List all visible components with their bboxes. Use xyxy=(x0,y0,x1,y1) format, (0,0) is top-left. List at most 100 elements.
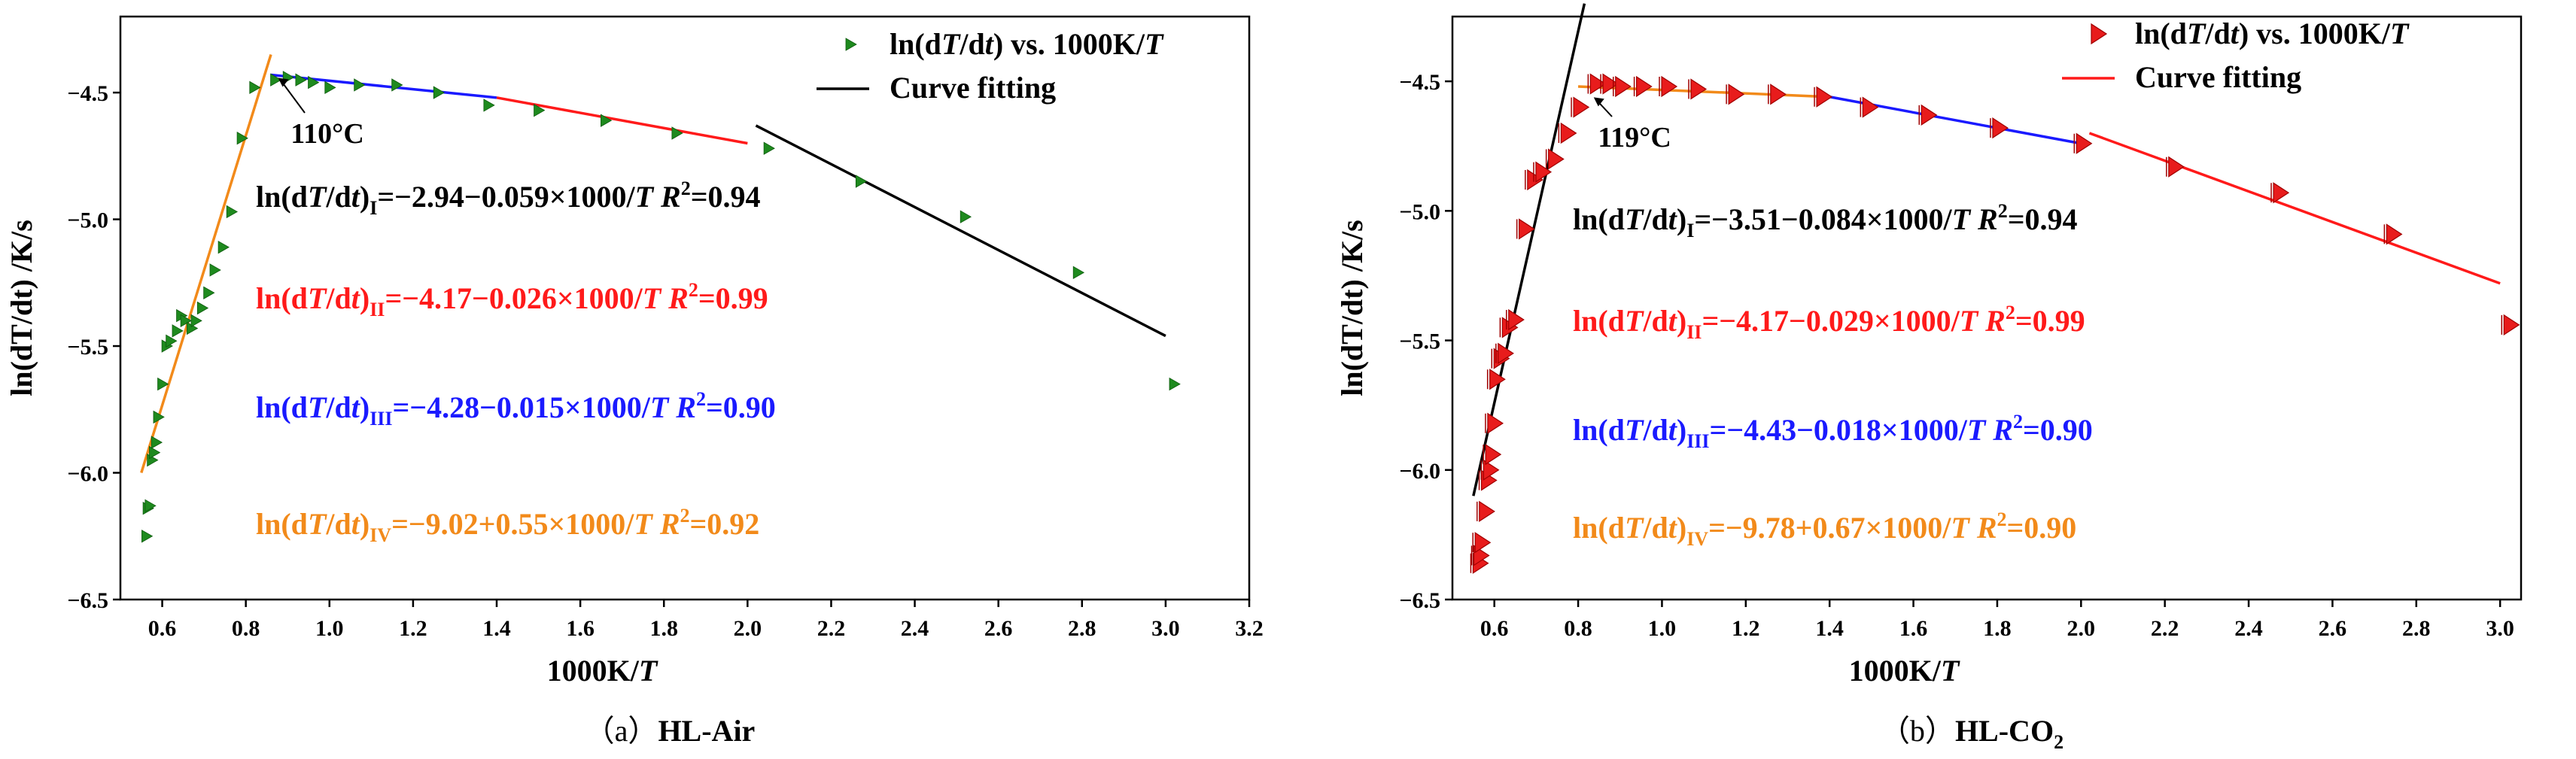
data-point xyxy=(203,286,215,299)
y-tick-label: −5.5 xyxy=(1399,329,1440,354)
x-axis-title-main: 1000K/ xyxy=(1849,654,1942,688)
eq-italic: T xyxy=(1960,304,1979,338)
caption-main: HL-Air xyxy=(658,714,755,748)
eq-italic: t xyxy=(351,180,361,214)
eq-mid: /d xyxy=(1642,511,1668,545)
eq-body: =−2.94−0.059×1000/ xyxy=(377,180,635,214)
data-point xyxy=(153,410,165,424)
equation-2: ln(dT/dt)II=−4.17−0.029×1000/T R2=0.99 xyxy=(1573,302,2085,343)
eq-italic: T xyxy=(634,507,653,541)
annotation-arrowhead xyxy=(278,77,289,87)
data-point xyxy=(601,114,613,127)
data-point xyxy=(1615,75,1632,98)
data-point xyxy=(1474,532,1492,554)
caption-main: HL-CO xyxy=(1955,714,2054,748)
data-point xyxy=(190,314,202,328)
eq-italic: T xyxy=(308,390,327,424)
eq-space xyxy=(1969,511,1977,545)
legend-italic: T xyxy=(2390,17,2410,50)
x-axis-title: 1000K/T xyxy=(547,654,658,688)
fit-line-1 xyxy=(1472,3,1586,496)
data-point xyxy=(391,78,403,92)
chart-panel-b: 0.6 0.8 1.0 1.2 1.4 1.6 1.8 2.0 2.2 2.4 2.6 2.8 3.0 −… xyxy=(1335,3,2523,753)
eq-subscript: IV xyxy=(370,524,391,546)
x-tick-label: 1.0 xyxy=(315,616,344,641)
x-tick-label: 1.0 xyxy=(1648,616,1677,641)
eq-italic: t xyxy=(351,507,361,541)
fit-line-4 xyxy=(2088,132,2501,285)
data-point xyxy=(270,73,282,87)
x-tick-label: 1.8 xyxy=(1983,616,2012,641)
eq-superscript: 2 xyxy=(689,279,698,301)
eq-close: ) xyxy=(360,281,370,315)
data-point xyxy=(1690,78,1708,100)
equation-1: ln(dT/dt)I=−3.51−0.084×1000/T R2=0.94 xyxy=(1573,200,2078,241)
eq-r: R xyxy=(1976,511,1997,545)
eq-italic: T xyxy=(308,180,327,214)
x-tick-label: 2.0 xyxy=(2067,616,2096,641)
legend-italic: T xyxy=(2187,17,2206,50)
y-tick-label: −4.5 xyxy=(67,81,108,106)
data-point xyxy=(324,80,336,95)
plot-frame xyxy=(1451,15,2523,601)
eq-prefix: ln(d xyxy=(1573,304,1625,338)
legend-italic: t xyxy=(2231,17,2240,50)
y-tick-label: −4.5 xyxy=(1399,70,1440,95)
annotation-label: 119°C xyxy=(1598,122,1671,153)
eq-subscript: I xyxy=(370,197,377,219)
eq-italic: T xyxy=(1625,413,1644,447)
eq-superscript: 2 xyxy=(696,388,706,410)
eq-mid: /d xyxy=(1642,202,1668,236)
x-tick-label: 1.8 xyxy=(649,616,678,641)
eq-tail: =0.90 xyxy=(706,390,776,424)
fit-line-1 xyxy=(140,54,272,474)
eq-body: =−4.43−0.018×1000/ xyxy=(1710,413,1968,447)
x-tick-label: 0.8 xyxy=(232,616,260,641)
data-point xyxy=(209,263,221,277)
x-tick-label: 2.8 xyxy=(2402,616,2431,641)
data-point xyxy=(1498,342,1514,364)
eq-superscript: 2 xyxy=(1998,200,2008,222)
legend-italic: T xyxy=(941,27,961,61)
x-tick-label: 2.4 xyxy=(2234,616,2263,641)
eq-close: ) xyxy=(1677,413,1686,447)
legend-italic: t xyxy=(985,27,995,61)
x-tick-label: 3.0 xyxy=(2486,616,2514,641)
eq-tail: =0.94 xyxy=(2008,202,2078,236)
panel-caption: （a）HL-Air xyxy=(585,714,756,748)
chart-panel-a: 0.6 0.8 1.0 1.2 1.4 1.6 1.8 2.0 2.2 2.4 2.6 2.8 3.0 3… xyxy=(5,15,1264,748)
x-tick-label: 2.6 xyxy=(984,616,1013,641)
eq-body: =−9.78+0.67×1000/ xyxy=(1708,511,1951,545)
eq-italic: T xyxy=(1625,202,1644,236)
data-point xyxy=(196,301,209,315)
eq-prefix: ln(d xyxy=(1573,413,1625,447)
data-point xyxy=(1072,266,1085,280)
data-point xyxy=(1573,96,1590,118)
x-tick-label: 1.6 xyxy=(566,616,595,641)
eq-superscript: 2 xyxy=(2006,302,2015,323)
data-point xyxy=(483,99,495,112)
data-point xyxy=(2076,132,2093,154)
data-point xyxy=(1728,83,1745,105)
annotation-arrow xyxy=(280,80,306,114)
eq-italic: T xyxy=(308,281,327,315)
legend-marker xyxy=(2091,23,2108,45)
eq-subscript: IV xyxy=(1686,528,1708,550)
data-point xyxy=(166,334,178,348)
eq-subscript: I xyxy=(1686,220,1694,241)
equation-3: ln(dT/dt)III=−4.28−0.015×1000/T R2=0.90 xyxy=(256,388,776,430)
eq-italic: T xyxy=(650,390,670,424)
data-point xyxy=(295,73,307,87)
eq-tail: =0.90 xyxy=(2007,511,2077,545)
data-point xyxy=(354,78,366,92)
eq-body: =−4.17−0.029×1000/ xyxy=(1702,304,1960,338)
data-point xyxy=(141,530,154,543)
y-tick-label: −6.5 xyxy=(67,588,108,613)
eq-close: ) xyxy=(1677,511,1686,545)
data-point xyxy=(1921,104,1938,126)
y-tick-label: −6.5 xyxy=(1399,588,1440,613)
x-tick-label: 2.4 xyxy=(901,616,929,641)
data-point xyxy=(433,86,446,99)
